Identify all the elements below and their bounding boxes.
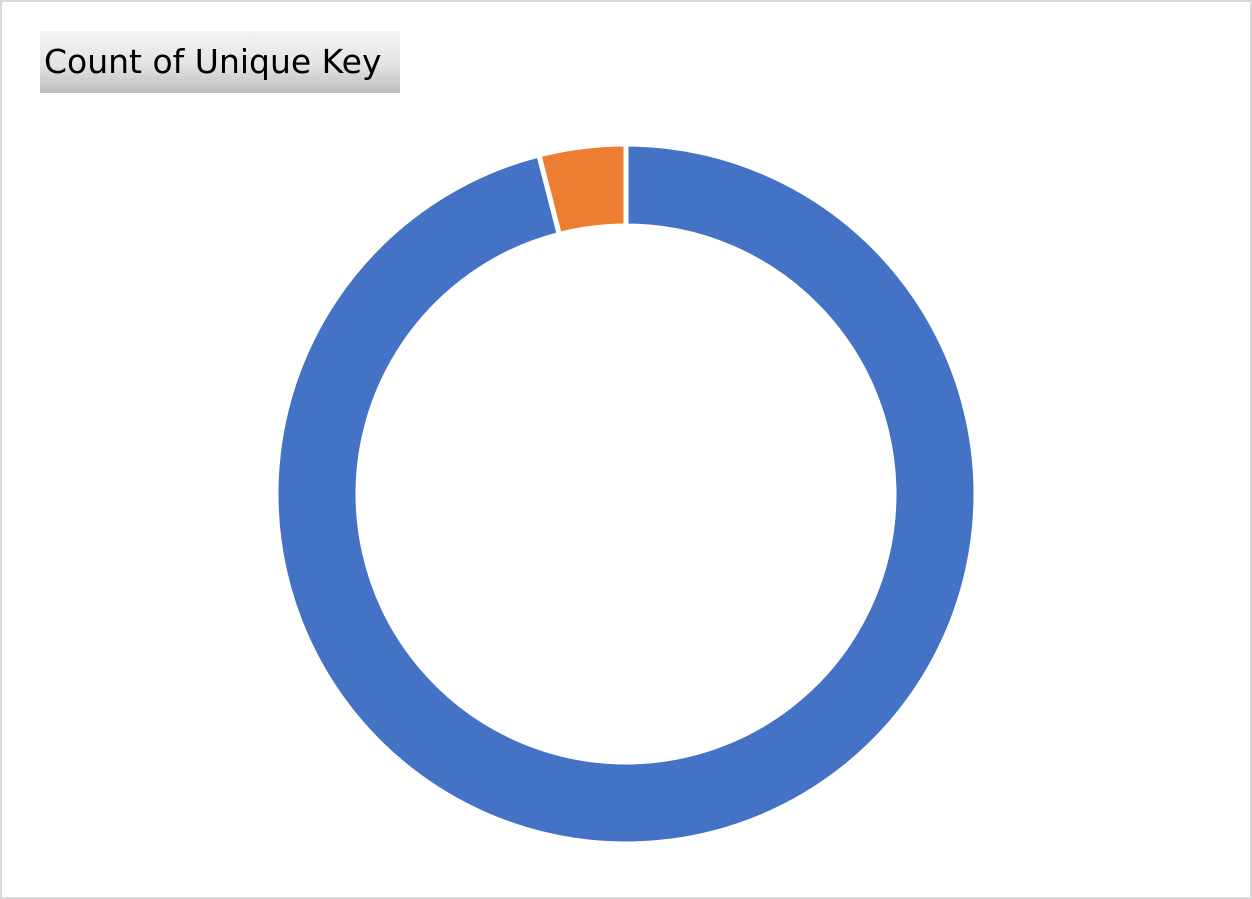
donut-slice-1[interactable] <box>535 141 629 238</box>
field-button-count-of-unique-key[interactable]: Count of Unique Key <box>40 31 400 93</box>
donut-slice-0[interactable] <box>273 141 979 847</box>
